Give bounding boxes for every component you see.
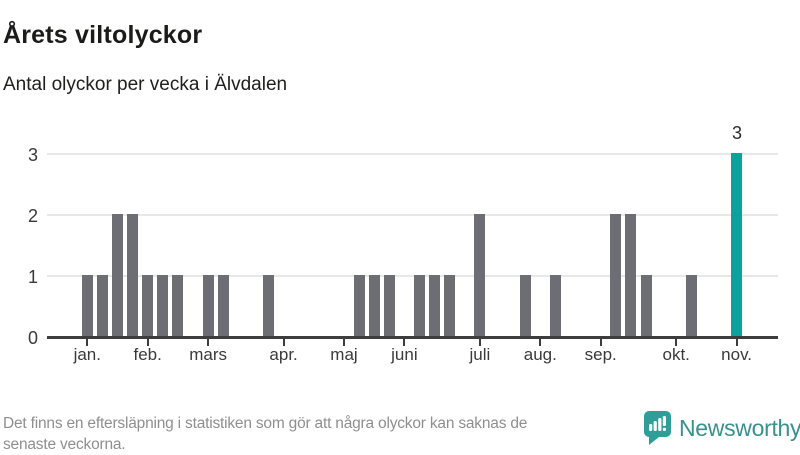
x-axis-label-feb: feb. [133,345,162,364]
x-tick-jan [86,339,89,346]
x-tick-juli [478,339,481,346]
bar-week-25 [444,275,456,336]
y-axis-label-1: 1 [27,266,38,287]
bar-week-32 [549,275,561,336]
bar-week-30 [519,275,531,336]
bar-week-24 [429,275,441,336]
page-title: Årets viltolyckor [3,20,203,49]
x-axis-label-apr: apr. [269,345,298,364]
x-axis-label-sep: sep. [584,345,617,364]
x-axis-label-nov: nov. [721,345,753,364]
bar-week-7 [172,275,184,336]
x-axis-label-mars: mars [189,345,227,364]
bar-week-27 [474,214,486,336]
x-tick-aug [539,339,542,346]
x-tick-okt [675,339,678,346]
bar-week-5 [142,275,154,336]
y-axis-label-2: 2 [27,205,38,226]
newsworthy-bubble-icon [644,411,671,445]
x-tick-feb [146,339,149,346]
bar-week-6 [157,275,169,336]
x-axis-label-maj: maj [330,345,358,364]
newsworthy-logo[interactable]: Newsworthy [644,411,800,445]
gridline-2 [47,214,778,216]
bar-value-label: 3 [731,123,742,143]
x-axis-line [47,336,778,339]
bar-week-10 [217,275,229,336]
gridline-3 [47,153,778,155]
bar-week-2 [96,275,108,336]
y-axis-label-0: 0 [27,327,38,348]
x-tick-maj [343,339,345,346]
x-axis-label-jan: jan. [73,345,101,364]
bar-week-37 [625,214,637,336]
bar-week-9 [202,275,214,336]
x-axis-label-aug: aug. [523,345,557,364]
bar-week-20 [368,275,380,336]
bar-week-41 [685,275,697,336]
bar-week-23 [414,275,425,336]
y-axis-label-3: 3 [27,144,38,165]
bar-week-3 [112,214,123,336]
bar-week-19 [353,275,365,336]
x-axis-label-juni: juni [391,345,418,364]
footnote-line-2: senaste veckorna. [3,436,126,453]
x-tick-mars [207,339,210,346]
x-axis-label-juli: juli [469,345,491,364]
newsworthy-wordmark: Newsworthy [679,414,800,441]
x-tick-juni [403,339,406,346]
bar-week-38 [640,275,652,336]
bar-week-44 [731,153,743,336]
x-tick-sep [599,339,602,346]
bar-week-4 [127,214,139,336]
x-tick-apr [282,339,285,346]
footnote-line-1: Det finns en eftersläpning i statistiken… [3,415,528,432]
bar-week-13 [263,275,274,336]
bar-week-1 [81,275,93,336]
chart-subtitle: Antal olyckor per vecka i Älvdalen [3,74,288,95]
footnote: Det finns en eftersläpning i statistiken… [3,413,643,455]
gridline-1 [47,275,778,277]
bar-week-36 [610,214,622,336]
x-axis-label-okt: okt. [662,345,690,364]
x-tick-nov [735,339,738,346]
bar-week-21 [383,275,395,336]
